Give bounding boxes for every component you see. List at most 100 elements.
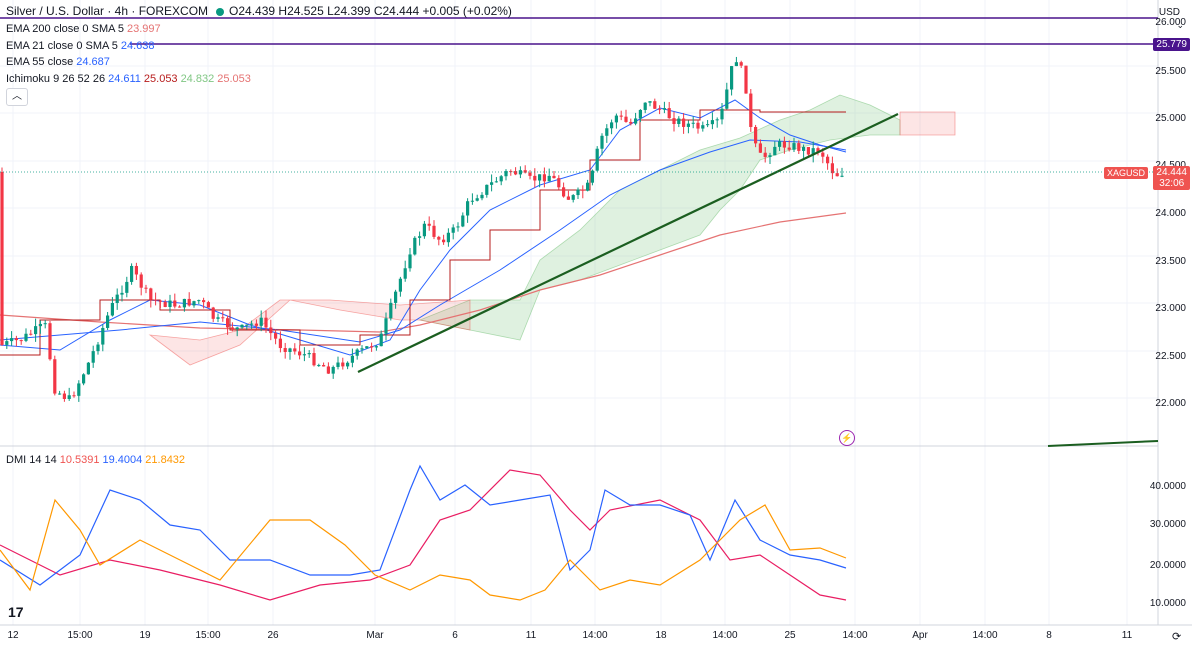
time-label: 14:00 bbox=[842, 630, 868, 641]
candle-body bbox=[254, 323, 258, 326]
candle-body bbox=[682, 118, 686, 127]
chevron-down-icon[interactable]: ⌄ bbox=[1176, 20, 1184, 30]
collapse-legend-button[interactable]: ︿ bbox=[6, 88, 28, 106]
candle-body bbox=[590, 170, 594, 183]
candle-body bbox=[360, 348, 364, 350]
candle-body bbox=[269, 327, 273, 334]
indicator-dmi[interactable]: DMI 14 14 10.5391 19.4004 21.8432 bbox=[6, 454, 185, 466]
tradingview-logo-icon[interactable]: 17 bbox=[8, 604, 24, 620]
candle-body bbox=[701, 125, 705, 129]
candle-body bbox=[230, 327, 234, 330]
candle-body bbox=[446, 232, 450, 243]
candle-body bbox=[302, 354, 306, 356]
candle-body bbox=[806, 147, 810, 155]
candle-body bbox=[816, 148, 820, 153]
candle-body bbox=[432, 225, 436, 237]
candle-body bbox=[331, 366, 335, 374]
candle-body bbox=[576, 189, 580, 196]
candle-body bbox=[600, 135, 604, 149]
candle-body bbox=[566, 196, 570, 200]
go-to-date-icon[interactable]: ⟳ bbox=[1172, 631, 1182, 643]
time-label: 26 bbox=[267, 630, 279, 641]
currency-label[interactable]: USD bbox=[1158, 7, 1180, 18]
candle-body bbox=[298, 351, 302, 356]
candle-body bbox=[710, 120, 714, 125]
price-label: 23.500 bbox=[1155, 256, 1186, 267]
time-label: 12 bbox=[7, 630, 19, 641]
dmi-minus-line bbox=[0, 498, 847, 601]
candle-body bbox=[811, 148, 815, 155]
time-label: 25 bbox=[784, 630, 796, 641]
candle-body bbox=[350, 355, 354, 363]
candle-body bbox=[278, 338, 282, 349]
candle-body bbox=[307, 353, 311, 355]
candle-body bbox=[130, 265, 134, 282]
last-price-value: 24.444 bbox=[1156, 167, 1187, 178]
candle-body bbox=[691, 122, 695, 124]
lightning-icon[interactable]: ⚡ bbox=[839, 430, 855, 446]
candle-body bbox=[274, 333, 278, 339]
ema-55-line bbox=[0, 139, 847, 343]
candle-body bbox=[442, 239, 446, 243]
candle-body bbox=[72, 395, 76, 397]
symbol-header[interactable]: Silver / U.S. Dollar · 4h · FOREXCOM O24.… bbox=[6, 4, 512, 18]
candle-body bbox=[605, 128, 609, 136]
candle-body bbox=[283, 348, 287, 352]
candle-body bbox=[451, 227, 455, 233]
candle-body bbox=[648, 101, 652, 103]
candle-body bbox=[504, 171, 508, 177]
candle-body bbox=[293, 348, 297, 352]
candle-body bbox=[653, 101, 657, 109]
price-label: 22.500 bbox=[1155, 351, 1186, 362]
candle-body bbox=[216, 317, 220, 319]
candle-body bbox=[91, 351, 95, 363]
candle-body bbox=[341, 362, 345, 367]
candle-body bbox=[562, 187, 566, 197]
candle-body bbox=[235, 327, 239, 330]
indicator-value: 24.611 bbox=[108, 73, 141, 85]
trendline[interactable] bbox=[357, 113, 899, 373]
candle-body bbox=[250, 323, 254, 325]
indicator-ema55[interactable]: EMA 55 close 24.687 bbox=[6, 56, 110, 68]
candle-body bbox=[514, 171, 518, 175]
price-label: 22.000 bbox=[1155, 398, 1186, 409]
candle-body bbox=[538, 174, 542, 181]
dmi-axis-label: 30.0000 bbox=[1149, 519, 1186, 530]
candle-body bbox=[43, 323, 47, 325]
indicator-value: 24.687 bbox=[76, 56, 110, 68]
candle-body bbox=[149, 288, 153, 300]
indicator-ema200[interactable]: EMA 200 close 0 SMA 5 23.997 bbox=[6, 23, 161, 35]
candle-countdown: 32:06 bbox=[1159, 178, 1185, 189]
candle-body bbox=[202, 300, 206, 303]
candle-body bbox=[715, 119, 719, 121]
candle-body bbox=[696, 122, 700, 129]
dmi-axis-label: 20.0000 bbox=[1149, 560, 1186, 571]
candle-body bbox=[120, 292, 124, 295]
candle-body bbox=[384, 318, 388, 334]
ema-200-line bbox=[0, 212, 847, 333]
indicator-ema21[interactable]: EMA 21 close 0 SMA 5 24.638 bbox=[6, 40, 155, 52]
indicator-ichimoku[interactable]: Ichimoku 9 26 52 26 24.611 25.053 24.832 25.… bbox=[6, 73, 251, 85]
candle-body bbox=[523, 170, 527, 173]
candle-body bbox=[259, 317, 263, 326]
candle-body bbox=[485, 184, 489, 195]
candle-body bbox=[10, 338, 14, 342]
trendline-projection[interactable] bbox=[1047, 440, 1159, 447]
candle-body bbox=[763, 152, 767, 157]
candle-body bbox=[456, 226, 460, 228]
candle-body bbox=[379, 333, 383, 347]
candle-body bbox=[528, 172, 532, 176]
candle-body bbox=[730, 66, 734, 90]
dmi-axis-label: 10.0000 bbox=[1149, 598, 1186, 609]
ohlc-values: O24.439 H24.525 L24.399 C24.444 +0.005 (… bbox=[229, 4, 512, 18]
candle-body bbox=[19, 340, 23, 342]
candle-body bbox=[778, 141, 782, 147]
candle-body bbox=[355, 349, 359, 356]
candle-body bbox=[830, 163, 834, 174]
time-label: 8 bbox=[1046, 630, 1052, 641]
candle-body bbox=[408, 254, 412, 269]
candle-body bbox=[336, 362, 340, 367]
candle-body bbox=[494, 181, 498, 183]
indicator-name: DMI 14 14 bbox=[6, 454, 57, 466]
